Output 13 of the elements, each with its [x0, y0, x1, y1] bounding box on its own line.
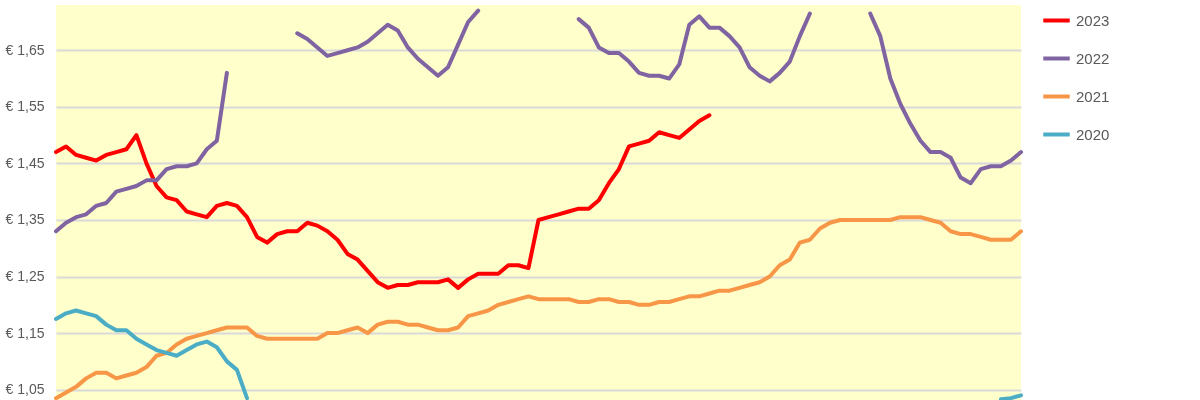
line-series: [54, 113, 712, 290]
y-tick-label: € 1,05: [5, 381, 45, 398]
y-tick-label: € 1,55: [5, 98, 45, 115]
y-tick-label: € 1,35: [5, 211, 45, 228]
legend-label: 2023: [1076, 11, 1110, 29]
line-series: [54, 215, 1023, 400]
legend-label: 2022: [1076, 49, 1110, 67]
y-tick-label: € 1,45: [5, 154, 45, 171]
legend-label: 2020: [1076, 125, 1110, 143]
y-tick-label: € 1,65: [5, 41, 45, 58]
legend-label: 2021: [1076, 87, 1110, 105]
y-tick-label: € 1,25: [5, 268, 45, 285]
y-tick-label: € 1,15: [5, 324, 45, 341]
